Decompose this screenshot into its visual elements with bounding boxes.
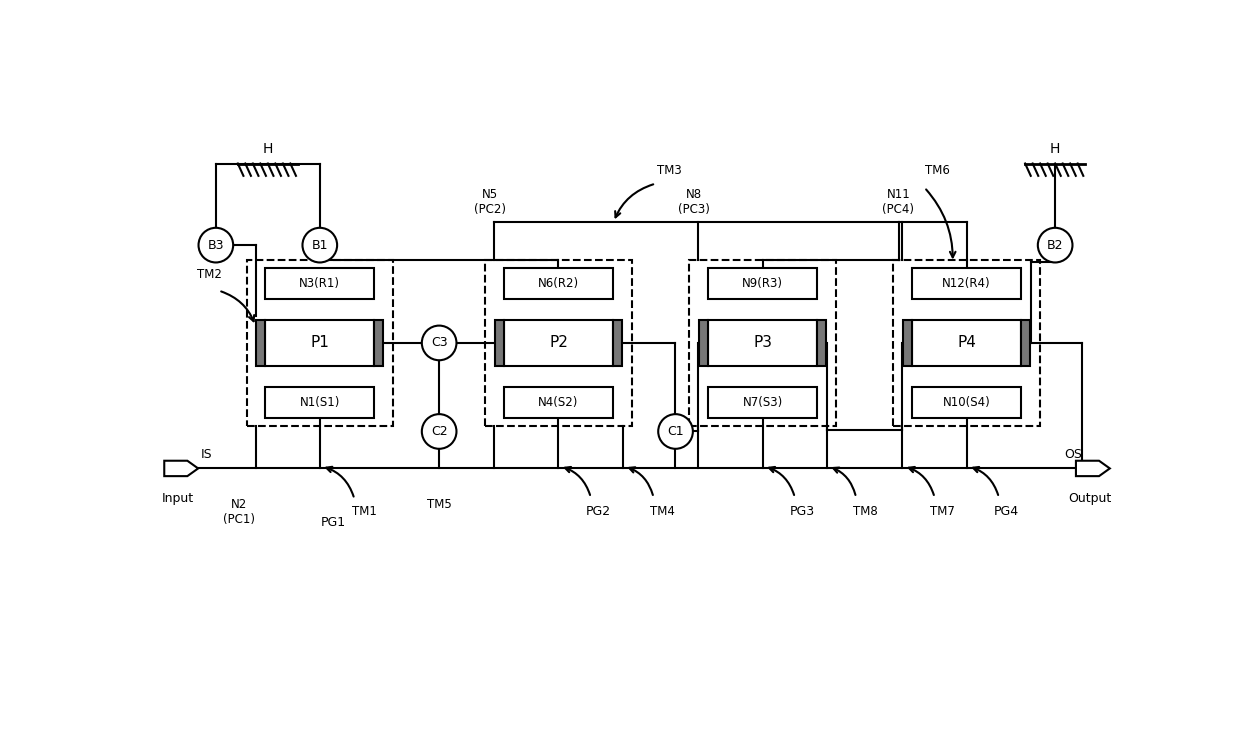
Text: N9(R3): N9(R3): [742, 277, 782, 290]
Text: P2: P2: [549, 335, 568, 350]
Text: OS: OS: [1064, 448, 1083, 461]
Text: N5
(PC2): N5 (PC2): [475, 187, 506, 216]
Bar: [495, 320, 503, 366]
Bar: [265, 387, 374, 418]
Text: C2: C2: [430, 425, 448, 438]
Bar: [911, 387, 1022, 418]
Bar: [1022, 320, 1030, 366]
Text: IS: IS: [201, 448, 212, 461]
Text: TM8: TM8: [853, 505, 878, 518]
Bar: [613, 320, 622, 366]
Text: C3: C3: [430, 337, 448, 349]
Text: N10(S4): N10(S4): [942, 396, 991, 409]
Bar: [374, 320, 383, 366]
Bar: [817, 320, 826, 366]
Bar: [911, 320, 1022, 366]
Text: N8
(PC3): N8 (PC3): [678, 187, 711, 216]
Bar: [894, 260, 1040, 425]
Text: PG4: PG4: [994, 505, 1019, 518]
Circle shape: [198, 228, 233, 263]
Bar: [503, 387, 613, 418]
Text: H: H: [1050, 142, 1060, 156]
FancyArrow shape: [1076, 461, 1110, 476]
Text: B3: B3: [207, 239, 224, 252]
Bar: [485, 260, 631, 425]
Text: N7(S3): N7(S3): [743, 396, 782, 409]
Text: N11
(PC4): N11 (PC4): [883, 187, 914, 216]
Text: P1: P1: [310, 335, 330, 350]
Circle shape: [303, 228, 337, 263]
Bar: [689, 260, 836, 425]
Text: PG3: PG3: [790, 505, 815, 518]
Text: TM5: TM5: [427, 498, 451, 511]
Circle shape: [1038, 228, 1073, 263]
Bar: [503, 268, 613, 299]
Text: B1: B1: [311, 239, 329, 252]
Text: TM6: TM6: [925, 164, 950, 178]
Bar: [708, 268, 817, 299]
Text: P3: P3: [753, 335, 773, 350]
Circle shape: [658, 414, 693, 449]
Text: PG2: PG2: [587, 505, 611, 518]
Text: N4(S2): N4(S2): [538, 396, 579, 409]
Circle shape: [422, 414, 456, 449]
Text: N1(S1): N1(S1): [300, 396, 340, 409]
Text: PG1: PG1: [321, 516, 346, 529]
Bar: [699, 320, 708, 366]
Text: TM2: TM2: [197, 268, 222, 282]
Text: TM1: TM1: [352, 505, 377, 518]
Bar: [911, 268, 1022, 299]
Text: N2
(PC1): N2 (PC1): [223, 498, 255, 526]
Circle shape: [422, 325, 456, 360]
Bar: [708, 320, 817, 366]
Text: N6(R2): N6(R2): [538, 277, 579, 290]
Text: N3(R1): N3(R1): [299, 277, 340, 290]
Text: B2: B2: [1047, 239, 1064, 252]
Bar: [708, 387, 817, 418]
Bar: [903, 320, 911, 366]
Bar: [503, 320, 613, 366]
Text: TM3: TM3: [657, 164, 682, 178]
Text: N12(R4): N12(R4): [942, 277, 991, 290]
Text: H: H: [263, 142, 273, 156]
Bar: [257, 320, 265, 366]
FancyArrow shape: [164, 461, 198, 476]
Text: TM7: TM7: [930, 505, 955, 518]
Text: C1: C1: [667, 425, 683, 438]
Text: Output: Output: [1068, 492, 1111, 505]
Text: TM4: TM4: [651, 505, 676, 518]
Bar: [265, 320, 374, 366]
Bar: [265, 268, 374, 299]
Text: Input: Input: [162, 492, 195, 505]
Bar: [247, 260, 393, 425]
Text: P4: P4: [957, 335, 976, 350]
